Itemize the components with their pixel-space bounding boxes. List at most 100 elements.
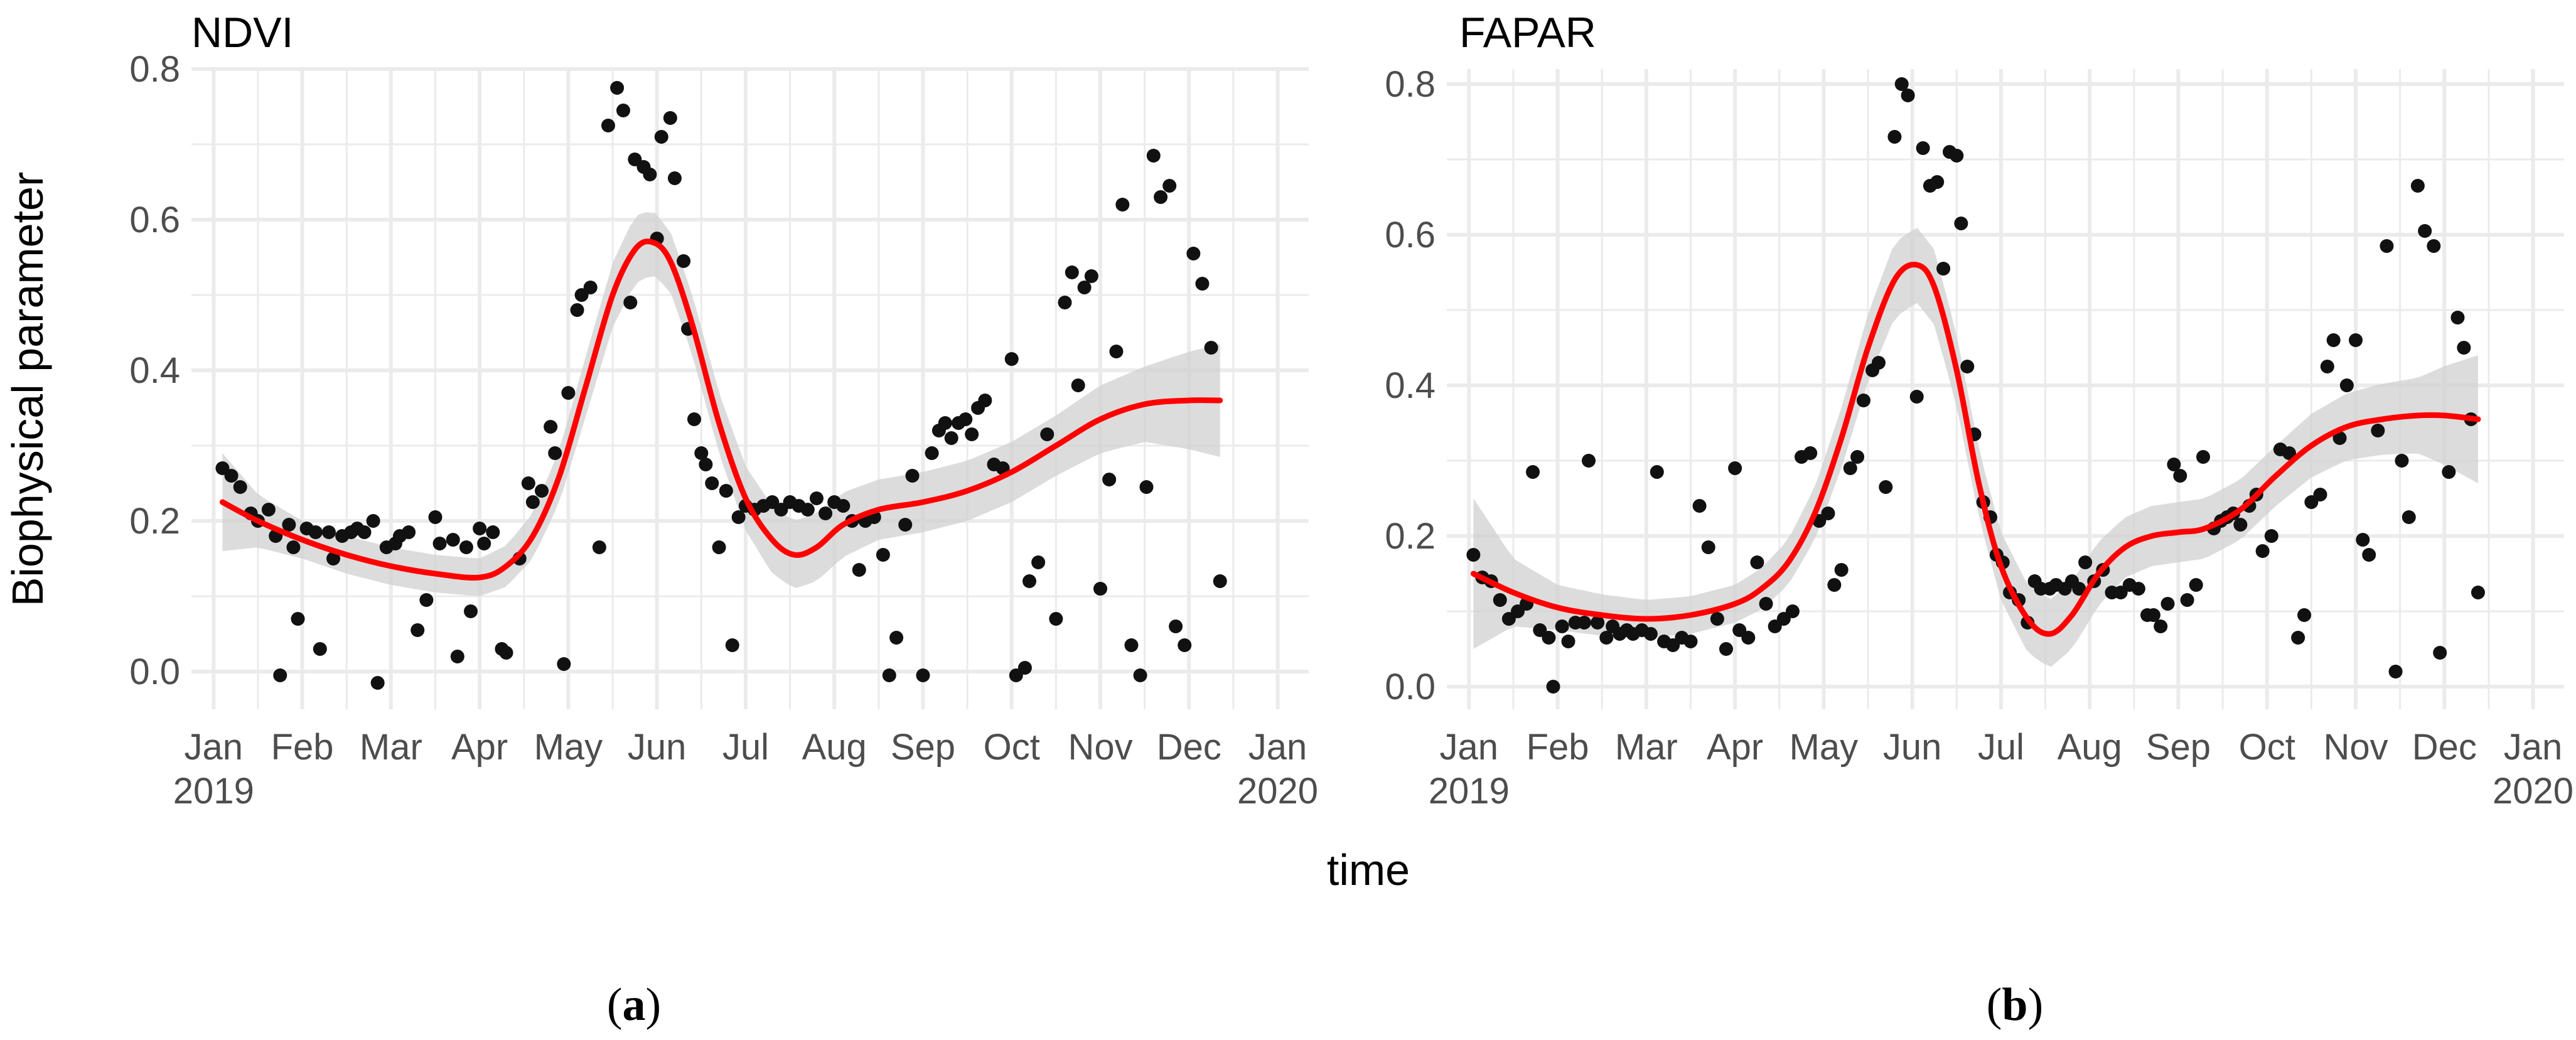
- fapar-data-point: [1701, 540, 1715, 554]
- ndvi-x-tick-label: Sep: [891, 727, 955, 768]
- ndvi-data-point: [583, 281, 598, 294]
- ndvi-data-point: [663, 111, 677, 125]
- fapar-data-point: [1728, 461, 1742, 475]
- ndvi-data-point: [1213, 574, 1227, 588]
- fapar-data-point: [2402, 510, 2416, 524]
- ndvi-data-point: [1169, 619, 1183, 633]
- fapar-fit-curve: [1470, 262, 2481, 637]
- fapar-data-point: [1555, 619, 1569, 633]
- fapar-data-point: [2146, 608, 2160, 622]
- ndvi-data-point: [1109, 345, 1124, 358]
- panel-fapar-caption: (b): [1987, 979, 2043, 1031]
- fapar-data-point: [1493, 593, 1507, 607]
- ndvi-data-point: [643, 168, 657, 181]
- ndvi-data-point: [876, 548, 890, 562]
- ndvi-x-tick-label: Apr: [451, 727, 508, 768]
- ndvi-data-point: [370, 676, 385, 690]
- ndvi-data-point: [428, 510, 443, 524]
- fapar-x-tick-label: Dec: [2412, 727, 2477, 768]
- ndvi-data-point: [1065, 265, 1079, 279]
- ndvi-y-tick-label: 0.2: [129, 501, 180, 542]
- fapar-data-point: [2255, 544, 2270, 558]
- ndvi-data-point: [419, 593, 434, 607]
- ndvi-data-point: [570, 303, 584, 317]
- ndvi-data-point: [965, 427, 979, 441]
- fapar-data-point: [2154, 619, 2168, 633]
- fapar-data-point: [2371, 424, 2385, 437]
- fapar-data-point: [1843, 461, 1857, 475]
- fapar-data-point: [2395, 454, 2409, 468]
- ndvi-x-tick-label: Oct: [984, 727, 1040, 768]
- ndvi-x-tick-label: Mar: [360, 727, 422, 768]
- ndvi-data-point: [366, 514, 380, 528]
- fapar-x-tick-year: 2019: [1429, 771, 1510, 812]
- fapar-data-point: [1692, 499, 1707, 513]
- fapar-data-point: [2418, 224, 2432, 238]
- panel-fapar-fit-line: [1470, 262, 2481, 637]
- ndvi-data-point: [321, 525, 336, 539]
- fapar-data-point: [1834, 563, 1849, 577]
- ndvi-data-point: [725, 638, 739, 652]
- fapar-x-tick-label: Jun: [1883, 727, 1942, 768]
- fapar-data-point: [1650, 465, 1664, 479]
- fapar-data-point: [1466, 548, 1481, 562]
- ndvi-data-point: [836, 499, 851, 513]
- fapar-data-point: [2196, 450, 2211, 464]
- ndvi-data-point: [616, 104, 630, 117]
- ndvi-data-point: [882, 668, 896, 682]
- fapar-data-point: [2326, 333, 2341, 347]
- ndvi-data-point: [1102, 473, 1117, 486]
- fapar-data-point: [1916, 141, 1930, 155]
- fapar-data-point: [1879, 480, 1893, 494]
- ndvi-data-point: [411, 623, 425, 637]
- fapar-x-tick-label: Jul: [1978, 727, 2024, 768]
- fapar-data-point: [2380, 239, 2394, 253]
- ndvi-data-point: [705, 476, 719, 490]
- ndvi-data-point: [1115, 198, 1130, 212]
- ndvi-data-point: [224, 469, 239, 483]
- fapar-data-point: [2320, 360, 2334, 373]
- fapar-data-point: [2450, 311, 2465, 324]
- ndvi-y-tick-label: 0.0: [129, 651, 180, 692]
- fapar-data-point: [2471, 586, 2485, 599]
- fapar-data-point: [2072, 582, 2086, 596]
- fapar-x-tick-label: Jan: [1440, 727, 1499, 768]
- panel-fapar-y-ticks: 0.0 0.2 0.4 0.6 0.8: [1385, 64, 1436, 707]
- ndvi-data-point: [677, 254, 691, 268]
- fapar-x-tick-label: Apr: [1707, 727, 1763, 768]
- ndvi-data-point: [1058, 296, 1072, 309]
- fapar-x-tick-label: May: [1790, 727, 1859, 768]
- ndvi-data-point: [1049, 612, 1063, 626]
- fapar-data-point: [1909, 390, 1924, 404]
- ndvi-y-tick-label: 0.6: [129, 200, 180, 240]
- ndvi-x-tick-label: May: [534, 727, 603, 768]
- fapar-data-point: [1542, 631, 1556, 645]
- fapar-y-tick-label: 0.4: [1385, 365, 1436, 406]
- x-axis-title: time: [1327, 845, 1410, 894]
- fapar-data-point: [1936, 262, 1951, 276]
- fapar-data-point: [2131, 582, 2145, 596]
- ndvi-data-point: [852, 563, 866, 577]
- ndvi-data-point: [261, 503, 276, 517]
- fapar-data-point: [2332, 431, 2347, 445]
- ndvi-data-point: [800, 503, 815, 517]
- ndvi-data-point: [1195, 277, 1210, 291]
- fapar-data-point: [1850, 450, 1865, 464]
- fapar-data-point: [2173, 469, 2187, 483]
- fapar-data-point: [1827, 578, 1842, 592]
- ndvi-data-point: [561, 386, 576, 400]
- y-axis-title: Biophysical parameter: [3, 172, 52, 607]
- ndvi-y-tick-label: 0.4: [129, 350, 180, 391]
- fapar-data-point: [2078, 555, 2093, 569]
- fapar-data-point: [2180, 593, 2194, 607]
- fapar-data-point: [2457, 341, 2471, 355]
- ndvi-y-tick-label: 0.8: [129, 49, 180, 90]
- fapar-data-point: [1856, 394, 1870, 407]
- fapar-data-point: [1785, 604, 1800, 618]
- ndvi-data-point: [313, 642, 327, 656]
- ndvi-data-point: [694, 446, 709, 460]
